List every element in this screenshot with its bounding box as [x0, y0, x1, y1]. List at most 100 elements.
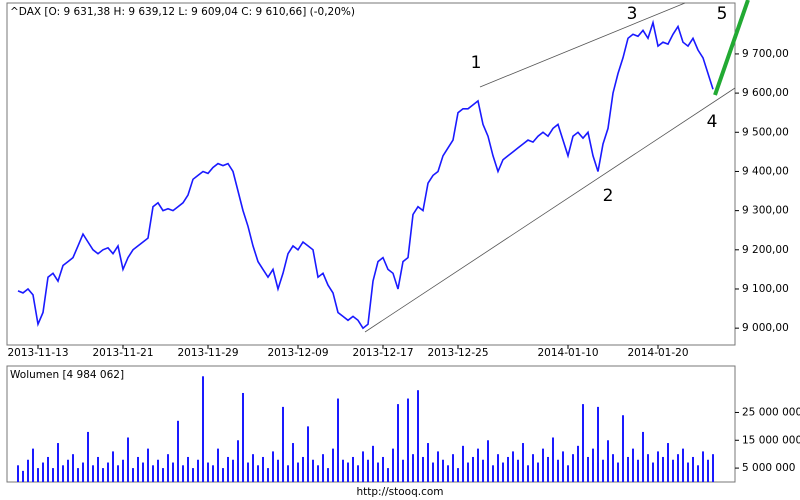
- x-tick-label: 2013-12-09: [267, 347, 328, 359]
- volume-bar: [432, 462, 434, 482]
- volume-bar: [532, 454, 534, 482]
- volume-bar: [382, 456, 384, 482]
- volume-bar: [362, 451, 364, 482]
- volume-bar: [542, 448, 544, 482]
- volume-bar: [632, 448, 634, 482]
- volume-bar: [697, 465, 699, 482]
- volume-bar: [537, 462, 539, 482]
- volume-bar: [352, 456, 354, 482]
- volume-bar: [652, 462, 654, 482]
- volume-bar: [132, 468, 134, 482]
- volume-bar: [612, 454, 614, 482]
- volume-bar: [622, 415, 624, 482]
- volume-bar: [482, 459, 484, 482]
- volume-bar: [67, 459, 69, 482]
- volume-bar: [657, 451, 659, 482]
- volume-bar: [97, 456, 99, 482]
- volume-bar: [192, 468, 194, 482]
- volume-bar: [167, 454, 169, 482]
- x-tick-label: 2013-12-17: [352, 347, 413, 359]
- volume-bar: [52, 468, 54, 482]
- volume-bar: [442, 459, 444, 482]
- volume-bar: [547, 456, 549, 482]
- volume-bar: [147, 448, 149, 482]
- volume-bar: [247, 462, 249, 482]
- volume-bar: [422, 456, 424, 482]
- volume-bar: [197, 459, 199, 482]
- volume-bar: [502, 462, 504, 482]
- volume-bar: [217, 448, 219, 482]
- y-tick-label: 9 400,00: [742, 165, 789, 177]
- footer: http://stooq.com: [356, 486, 443, 498]
- volume-bar: [567, 465, 569, 482]
- volume-bar: [522, 443, 524, 482]
- volume-bar: [397, 404, 399, 482]
- volume-bar: [437, 451, 439, 482]
- volume-bar: [137, 456, 139, 482]
- volume-bar: [232, 459, 234, 482]
- volume-bar: [392, 448, 394, 482]
- volume-bar: [207, 462, 209, 482]
- volume-bar: [107, 462, 109, 482]
- trend-line: [364, 87, 736, 333]
- volume-bar: [677, 454, 679, 482]
- volume-bar: [162, 468, 164, 482]
- volume-bar: [582, 404, 584, 482]
- volume-bar: [647, 454, 649, 482]
- volume-bar: [182, 465, 184, 482]
- volume-bar: [142, 462, 144, 482]
- wave-line: [713, 0, 750, 96]
- volume-bar: [262, 456, 264, 482]
- y-tick-label: 9 000,00: [742, 322, 789, 334]
- wave-label: 5: [717, 4, 728, 24]
- volume-bar: [452, 454, 454, 482]
- volume-bar: [667, 443, 669, 482]
- volume-bar: [22, 470, 24, 482]
- volume-bar: [347, 462, 349, 482]
- volume-bar: [477, 448, 479, 482]
- volume-bar: [557, 459, 559, 482]
- volume-bar: [662, 456, 664, 482]
- volume-bar: [47, 456, 49, 482]
- volume-bar: [407, 398, 409, 482]
- y-tick-label: 5 000 000: [742, 462, 795, 474]
- volume-bar: [607, 440, 609, 482]
- volume-bar: [427, 443, 429, 482]
- volume-bar: [707, 459, 709, 482]
- volume-bar: [357, 465, 359, 482]
- volume-bar: [237, 440, 239, 482]
- volume-bar: [342, 459, 344, 482]
- volume-bar: [462, 445, 464, 482]
- volume-bar: [402, 459, 404, 482]
- volume-bar: [312, 459, 314, 482]
- volume-bar: [712, 454, 714, 482]
- x-tick-label: 2013-11-29: [177, 347, 238, 359]
- volume-bar: [682, 448, 684, 482]
- volume-bar: [172, 462, 174, 482]
- volume-bar: [367, 459, 369, 482]
- volume-bar: [267, 468, 269, 482]
- wave-label: 2: [603, 186, 614, 206]
- volume-bar: [157, 459, 159, 482]
- volume-bar: [87, 431, 89, 482]
- volume-bar: [127, 437, 129, 482]
- volume-bar: [337, 398, 339, 482]
- volume-bar: [117, 465, 119, 482]
- volume-bar: [527, 465, 529, 482]
- volume-bar: [152, 465, 154, 482]
- volume-bar: [72, 454, 74, 482]
- x-tick-label: 2014-01-10: [537, 347, 598, 359]
- x-tick-label: 2013-12-25: [427, 347, 488, 359]
- volume-bar: [102, 468, 104, 482]
- volume-bar: [577, 445, 579, 482]
- volume-bar: [257, 465, 259, 482]
- volume-bar: [627, 456, 629, 482]
- y-tick-label: 15 000 000: [742, 434, 800, 446]
- volume-bar: [32, 448, 34, 482]
- wave-label: 1: [471, 53, 482, 73]
- volume-bar: [447, 465, 449, 482]
- volume-bar: [637, 459, 639, 482]
- volume-bar: [492, 465, 494, 482]
- volume-bar: [242, 392, 244, 482]
